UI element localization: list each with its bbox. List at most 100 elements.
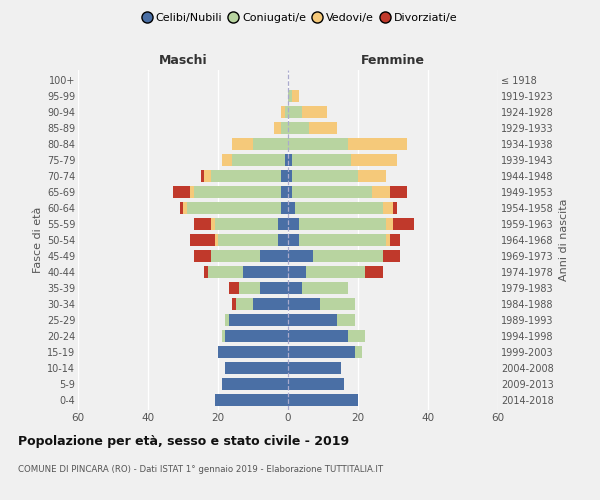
Bar bbox=[288, 154, 292, 166]
Bar bbox=[292, 170, 358, 182]
Bar bbox=[211, 218, 215, 230]
Bar bbox=[225, 330, 288, 342]
Bar bbox=[215, 218, 277, 230]
Bar bbox=[211, 250, 260, 262]
Bar bbox=[208, 266, 242, 278]
Bar bbox=[193, 218, 211, 230]
Bar bbox=[232, 154, 284, 166]
Bar bbox=[200, 170, 204, 182]
Y-axis label: Anni di nascita: Anni di nascita bbox=[559, 198, 569, 281]
Bar bbox=[292, 186, 372, 198]
Bar bbox=[190, 234, 215, 246]
Bar bbox=[389, 186, 407, 198]
Bar bbox=[211, 170, 281, 182]
Bar bbox=[288, 394, 358, 406]
Bar bbox=[288, 122, 309, 134]
Text: Popolazione per età, sesso e stato civile - 2019: Popolazione per età, sesso e stato civil… bbox=[18, 435, 349, 448]
Bar bbox=[260, 282, 288, 294]
Bar bbox=[193, 186, 281, 198]
Bar bbox=[204, 170, 211, 182]
Bar bbox=[383, 202, 393, 214]
Bar bbox=[242, 266, 288, 278]
Bar bbox=[305, 266, 365, 278]
Bar bbox=[299, 234, 386, 246]
Bar bbox=[229, 314, 288, 326]
Bar bbox=[288, 346, 355, 358]
Y-axis label: Fasce di età: Fasce di età bbox=[32, 207, 43, 273]
Bar bbox=[281, 106, 284, 118]
Bar bbox=[284, 106, 288, 118]
Bar bbox=[253, 298, 288, 310]
Bar bbox=[225, 314, 229, 326]
Bar bbox=[337, 314, 355, 326]
Text: Femmine: Femmine bbox=[361, 54, 425, 67]
Bar bbox=[351, 154, 397, 166]
Bar bbox=[193, 250, 211, 262]
Bar bbox=[221, 154, 232, 166]
Bar bbox=[229, 282, 239, 294]
Bar bbox=[183, 202, 187, 214]
Bar bbox=[365, 266, 383, 278]
Bar bbox=[386, 234, 389, 246]
Bar bbox=[277, 218, 288, 230]
Bar bbox=[288, 170, 292, 182]
Bar bbox=[288, 250, 313, 262]
Bar bbox=[320, 298, 355, 310]
Bar bbox=[309, 122, 337, 134]
Bar bbox=[190, 186, 193, 198]
Bar bbox=[355, 346, 361, 358]
Bar bbox=[281, 202, 288, 214]
Text: Maschi: Maschi bbox=[158, 54, 208, 67]
Bar bbox=[288, 202, 295, 214]
Bar bbox=[292, 90, 299, 102]
Bar bbox=[281, 186, 288, 198]
Bar bbox=[204, 266, 208, 278]
Bar bbox=[288, 362, 341, 374]
Bar bbox=[288, 218, 299, 230]
Bar bbox=[288, 234, 299, 246]
Bar bbox=[281, 170, 288, 182]
Bar bbox=[288, 266, 305, 278]
Bar bbox=[218, 234, 277, 246]
Bar bbox=[372, 186, 389, 198]
Bar bbox=[347, 138, 407, 150]
Bar bbox=[389, 234, 400, 246]
Bar bbox=[292, 154, 351, 166]
Bar bbox=[239, 282, 260, 294]
Bar bbox=[221, 330, 225, 342]
Legend: Celibi/Nubili, Coniugati/e, Vedovi/e, Divorziati/e: Celibi/Nubili, Coniugati/e, Vedovi/e, Di… bbox=[140, 10, 460, 25]
Bar bbox=[288, 106, 302, 118]
Bar bbox=[383, 250, 400, 262]
Bar bbox=[221, 378, 288, 390]
Bar bbox=[260, 250, 288, 262]
Bar bbox=[215, 234, 218, 246]
Bar bbox=[284, 154, 288, 166]
Bar bbox=[288, 186, 292, 198]
Bar bbox=[302, 282, 347, 294]
Bar bbox=[173, 186, 190, 198]
Bar bbox=[288, 282, 302, 294]
Text: COMUNE DI PINCARA (RO) - Dati ISTAT 1° gennaio 2019 - Elaborazione TUTTITALIA.IT: COMUNE DI PINCARA (RO) - Dati ISTAT 1° g… bbox=[18, 465, 383, 474]
Bar bbox=[313, 250, 383, 262]
Bar bbox=[393, 218, 414, 230]
Bar bbox=[277, 234, 288, 246]
Bar bbox=[187, 202, 281, 214]
Bar bbox=[288, 90, 292, 102]
Bar bbox=[232, 298, 235, 310]
Bar bbox=[288, 314, 337, 326]
Bar bbox=[253, 138, 288, 150]
Bar bbox=[347, 330, 365, 342]
Bar bbox=[386, 218, 393, 230]
Bar bbox=[232, 138, 253, 150]
Bar bbox=[225, 362, 288, 374]
Bar bbox=[288, 298, 320, 310]
Bar bbox=[302, 106, 326, 118]
Bar bbox=[288, 138, 347, 150]
Bar bbox=[393, 202, 397, 214]
Bar bbox=[299, 218, 386, 230]
Bar bbox=[179, 202, 183, 214]
Bar bbox=[358, 170, 386, 182]
Bar bbox=[295, 202, 383, 214]
Bar bbox=[288, 378, 344, 390]
Bar bbox=[215, 394, 288, 406]
